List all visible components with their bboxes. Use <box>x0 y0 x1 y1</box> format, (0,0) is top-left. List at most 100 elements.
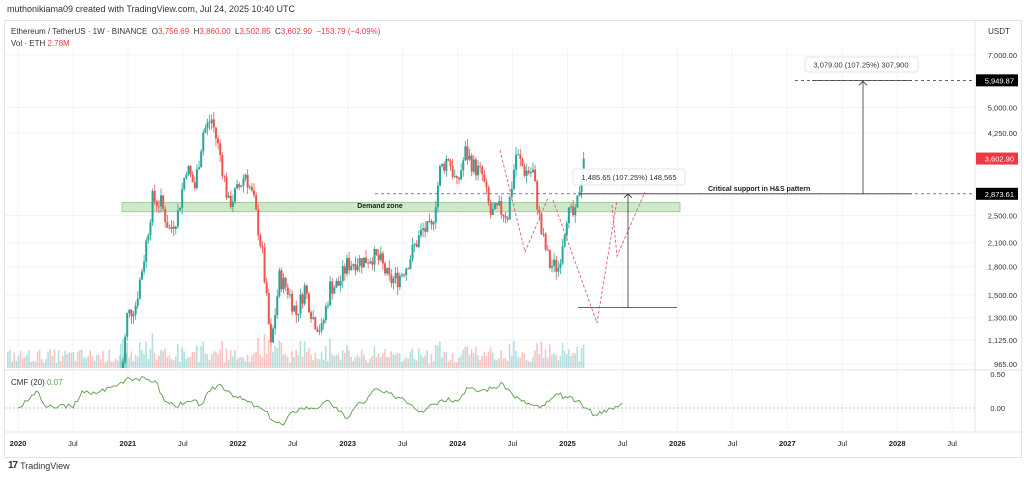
volume-bar <box>360 350 363 368</box>
volume-bar <box>155 359 158 368</box>
volume-bar <box>191 351 194 368</box>
volume-bar <box>327 361 329 368</box>
volume-bar <box>236 359 238 368</box>
volume-bar <box>392 354 395 368</box>
symbol-name[interactable]: Ethereum / TetherUS · 1W · BINANCE <box>11 27 148 36</box>
candle-body <box>466 146 469 160</box>
volume-bar <box>74 361 77 368</box>
volume-bar <box>238 357 240 368</box>
volume-bar <box>130 351 133 368</box>
critical-support-label: Critical support in H&S pattern <box>708 186 810 193</box>
volume-bar <box>428 363 431 368</box>
candle-body <box>214 127 217 139</box>
volume-bar <box>375 356 378 368</box>
volume-bar <box>93 360 96 368</box>
tradingview-logo[interactable]: 17 TradingView <box>8 460 70 471</box>
candle-body <box>358 258 361 266</box>
volume-bar <box>348 350 350 368</box>
candle-body <box>379 253 382 261</box>
candle-body <box>206 122 209 128</box>
volume-bar <box>278 340 281 368</box>
candle-body <box>198 167 201 170</box>
volume-bar <box>263 334 266 368</box>
candle-body <box>491 209 494 215</box>
volume-bar <box>483 352 486 368</box>
candle-body <box>238 184 241 188</box>
candle-body <box>343 266 346 274</box>
candle-body <box>253 190 256 195</box>
candle-body <box>352 264 355 266</box>
pattern-measure-label: 1,485.65 (107.25%) 148,565 <box>581 173 676 182</box>
volume-bar <box>21 357 24 368</box>
volume-bar <box>174 356 177 368</box>
x-tick-label: 2020 <box>10 439 27 448</box>
volume-bar <box>85 357 87 368</box>
candle-body <box>449 160 452 166</box>
candle-body <box>244 174 247 179</box>
candle-body <box>153 191 156 202</box>
volume-bar <box>557 360 560 368</box>
candle-body <box>157 205 160 207</box>
candle-body <box>333 287 336 294</box>
chart-credit: muthonikiama09 created with TradingView.… <box>7 4 295 14</box>
volume-bar <box>24 357 26 368</box>
volume-bar <box>91 356 94 368</box>
candle-body <box>259 235 262 246</box>
volume-bar <box>521 351 524 368</box>
volume-bar <box>447 361 450 368</box>
volume-bar <box>246 354 249 368</box>
volume-bar <box>221 340 224 368</box>
candle-body <box>390 274 393 284</box>
volume-bar <box>250 356 253 368</box>
volume-bar <box>491 352 494 368</box>
candle-body <box>580 179 583 193</box>
volume-bar <box>481 355 483 368</box>
volume-bar <box>525 359 528 368</box>
y-tick-label: 1,500.00 <box>988 291 1017 300</box>
x-tick-label: 2027 <box>779 439 796 448</box>
volume-bar <box>193 352 196 368</box>
volume-bar <box>70 352 73 368</box>
candle-body <box>278 270 281 297</box>
volume-bar <box>204 353 207 368</box>
volume-bar <box>371 356 374 368</box>
candle-body <box>219 143 222 156</box>
volume-bar <box>510 355 513 368</box>
volume-bar <box>379 357 382 368</box>
candle-body <box>303 285 306 304</box>
volume-bar <box>13 352 16 368</box>
volume-bar <box>386 357 388 368</box>
candle-body <box>124 336 127 363</box>
demand-zone-label: Demand zone <box>357 203 403 210</box>
candle-body <box>269 323 272 343</box>
y-tick-label: 7,000.00 <box>988 51 1017 60</box>
volume-bar <box>297 354 300 368</box>
candle-body <box>453 175 456 177</box>
candle-body <box>324 306 327 321</box>
volume-bar <box>289 362 291 368</box>
volume-bar <box>390 351 393 368</box>
y-tick-label: 2,500.00 <box>988 212 1017 221</box>
volume-bar <box>68 352 70 368</box>
volume-bar <box>89 350 92 368</box>
volume-bar <box>464 346 467 368</box>
x-tick-label: Jul <box>837 439 847 448</box>
candle-body <box>570 206 573 208</box>
volume-bar <box>411 348 414 368</box>
volume-bar <box>542 357 545 368</box>
volume-bar <box>153 352 156 368</box>
candle-body <box>310 312 313 319</box>
volume-bar <box>513 340 515 368</box>
candle-body <box>128 309 131 314</box>
candle-body <box>134 305 137 315</box>
candle-body <box>326 305 329 307</box>
volume-bar <box>108 349 111 368</box>
cmf-legend[interactable]: CMF (20) 0.07 <box>11 378 63 387</box>
volume-bar <box>565 354 568 368</box>
volume-bar <box>316 358 319 368</box>
candle-body <box>369 261 372 264</box>
volume-bar <box>396 352 399 368</box>
volume-bar <box>295 349 297 368</box>
x-tick-label: 2021 <box>120 439 137 448</box>
